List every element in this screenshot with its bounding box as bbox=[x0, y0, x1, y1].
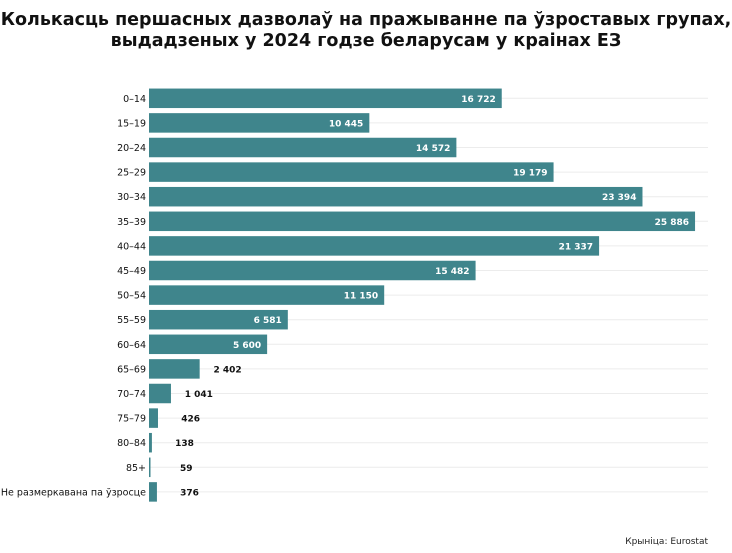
category-label: 65–69 bbox=[117, 364, 146, 375]
chart-title-line-2: выдадзеных у 2024 годзе беларусам у краі… bbox=[110, 31, 622, 51]
bar bbox=[149, 432, 152, 453]
data-label: 15 482 bbox=[435, 267, 469, 277]
bar bbox=[149, 137, 457, 158]
data-label: 10 445 bbox=[329, 119, 363, 129]
category-label: 60–64 bbox=[117, 340, 146, 351]
data-label: 138 bbox=[175, 439, 194, 449]
category-label: 75–79 bbox=[117, 414, 146, 425]
bar bbox=[149, 186, 643, 207]
bar bbox=[149, 457, 151, 478]
category-label: 55–59 bbox=[117, 315, 146, 326]
category-label: 0–14 bbox=[123, 94, 146, 105]
category-label: 80–84 bbox=[117, 438, 146, 449]
data-label: 59 bbox=[180, 464, 193, 474]
bar bbox=[149, 211, 696, 232]
bar bbox=[149, 88, 502, 109]
category-label: Не размеркавана па ўзросце bbox=[1, 487, 146, 498]
data-label: 14 572 bbox=[416, 144, 450, 154]
bar bbox=[149, 482, 157, 502]
category-label: 20–24 bbox=[117, 143, 146, 154]
bar bbox=[149, 285, 385, 305]
chart-title: Колькасць першасных дазволаў на пражыван… bbox=[0, 10, 732, 52]
chart-title-line-1: Колькасць першасных дазволаў на пражыван… bbox=[0, 10, 732, 30]
data-label: 426 bbox=[181, 415, 200, 425]
bar bbox=[149, 260, 476, 281]
data-label: 16 722 bbox=[461, 95, 495, 105]
data-label: 1 041 bbox=[185, 390, 213, 400]
data-label: 376 bbox=[180, 488, 199, 498]
category-label: 25–29 bbox=[117, 168, 146, 179]
category-label: 30–34 bbox=[117, 192, 146, 203]
bar bbox=[149, 334, 268, 355]
bar bbox=[149, 359, 200, 379]
bar bbox=[149, 162, 554, 182]
bar bbox=[149, 383, 171, 404]
chart-source: Крыніца: Eurostat bbox=[625, 537, 708, 547]
data-label: 23 394 bbox=[602, 193, 636, 203]
data-label: 2 402 bbox=[213, 365, 241, 375]
data-label: 5 600 bbox=[233, 341, 261, 351]
category-label: 45–49 bbox=[117, 266, 146, 277]
data-label: 19 179 bbox=[513, 169, 547, 179]
data-label: 21 337 bbox=[559, 242, 593, 252]
category-label: 85+ bbox=[126, 463, 146, 474]
bar bbox=[149, 236, 600, 256]
bar bbox=[149, 113, 370, 133]
category-label: 40–44 bbox=[117, 241, 146, 252]
data-label: 25 886 bbox=[655, 218, 689, 228]
category-label: 35–39 bbox=[117, 217, 146, 228]
data-label: 6 581 bbox=[254, 316, 282, 326]
bar bbox=[149, 408, 158, 428]
category-label: 50–54 bbox=[117, 291, 146, 302]
data-label: 11 150 bbox=[344, 292, 378, 302]
category-label: 15–19 bbox=[117, 118, 146, 129]
category-label: 70–74 bbox=[117, 389, 146, 400]
bar bbox=[149, 309, 288, 330]
